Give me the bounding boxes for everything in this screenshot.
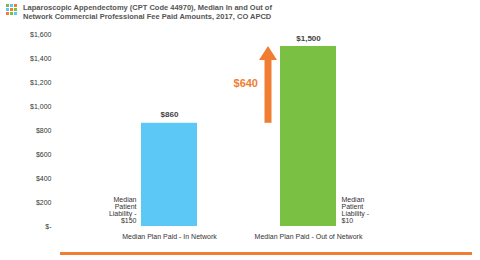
- html-text:Laparoscopic Appendectomy (CPT: Laparoscopic Appendectomy (CPT Code 4497…: [23, 3, 272, 21]
- svg-text:$400: $400: [36, 175, 52, 182]
- svg-text:$800: $800: [36, 127, 52, 134]
- svg-text:$860: $860: [161, 110, 179, 119]
- svg-text:$1,200: $1,200: [30, 79, 52, 86]
- svg-text:$-: $-: [45, 223, 52, 230]
- svg-text:$1,000: $1,000: [30, 103, 52, 110]
- svg-text:$1,600: $1,600: [30, 31, 52, 38]
- svg-text:MedianPatientLiability -$150: MedianPatientLiability -$150: [109, 196, 137, 224]
- svg-text:$200: $200: [36, 199, 52, 206]
- svg-text:Median Plan Paid - Out of Netw: Median Plan Paid - Out of Network: [255, 233, 363, 240]
- svg-text:Median Plan Paid - In Network: Median Plan Paid - In Network: [122, 233, 217, 240]
- svg-text:$600: $600: [36, 151, 52, 158]
- svg-text:$1,500: $1,500: [296, 34, 321, 43]
- svg-text:$1,400: $1,400: [30, 55, 52, 62]
- svg-text:MedianPatientLiability -$10: MedianPatientLiability -$10: [342, 196, 370, 224]
- svg-text:$640: $640: [234, 77, 258, 89]
